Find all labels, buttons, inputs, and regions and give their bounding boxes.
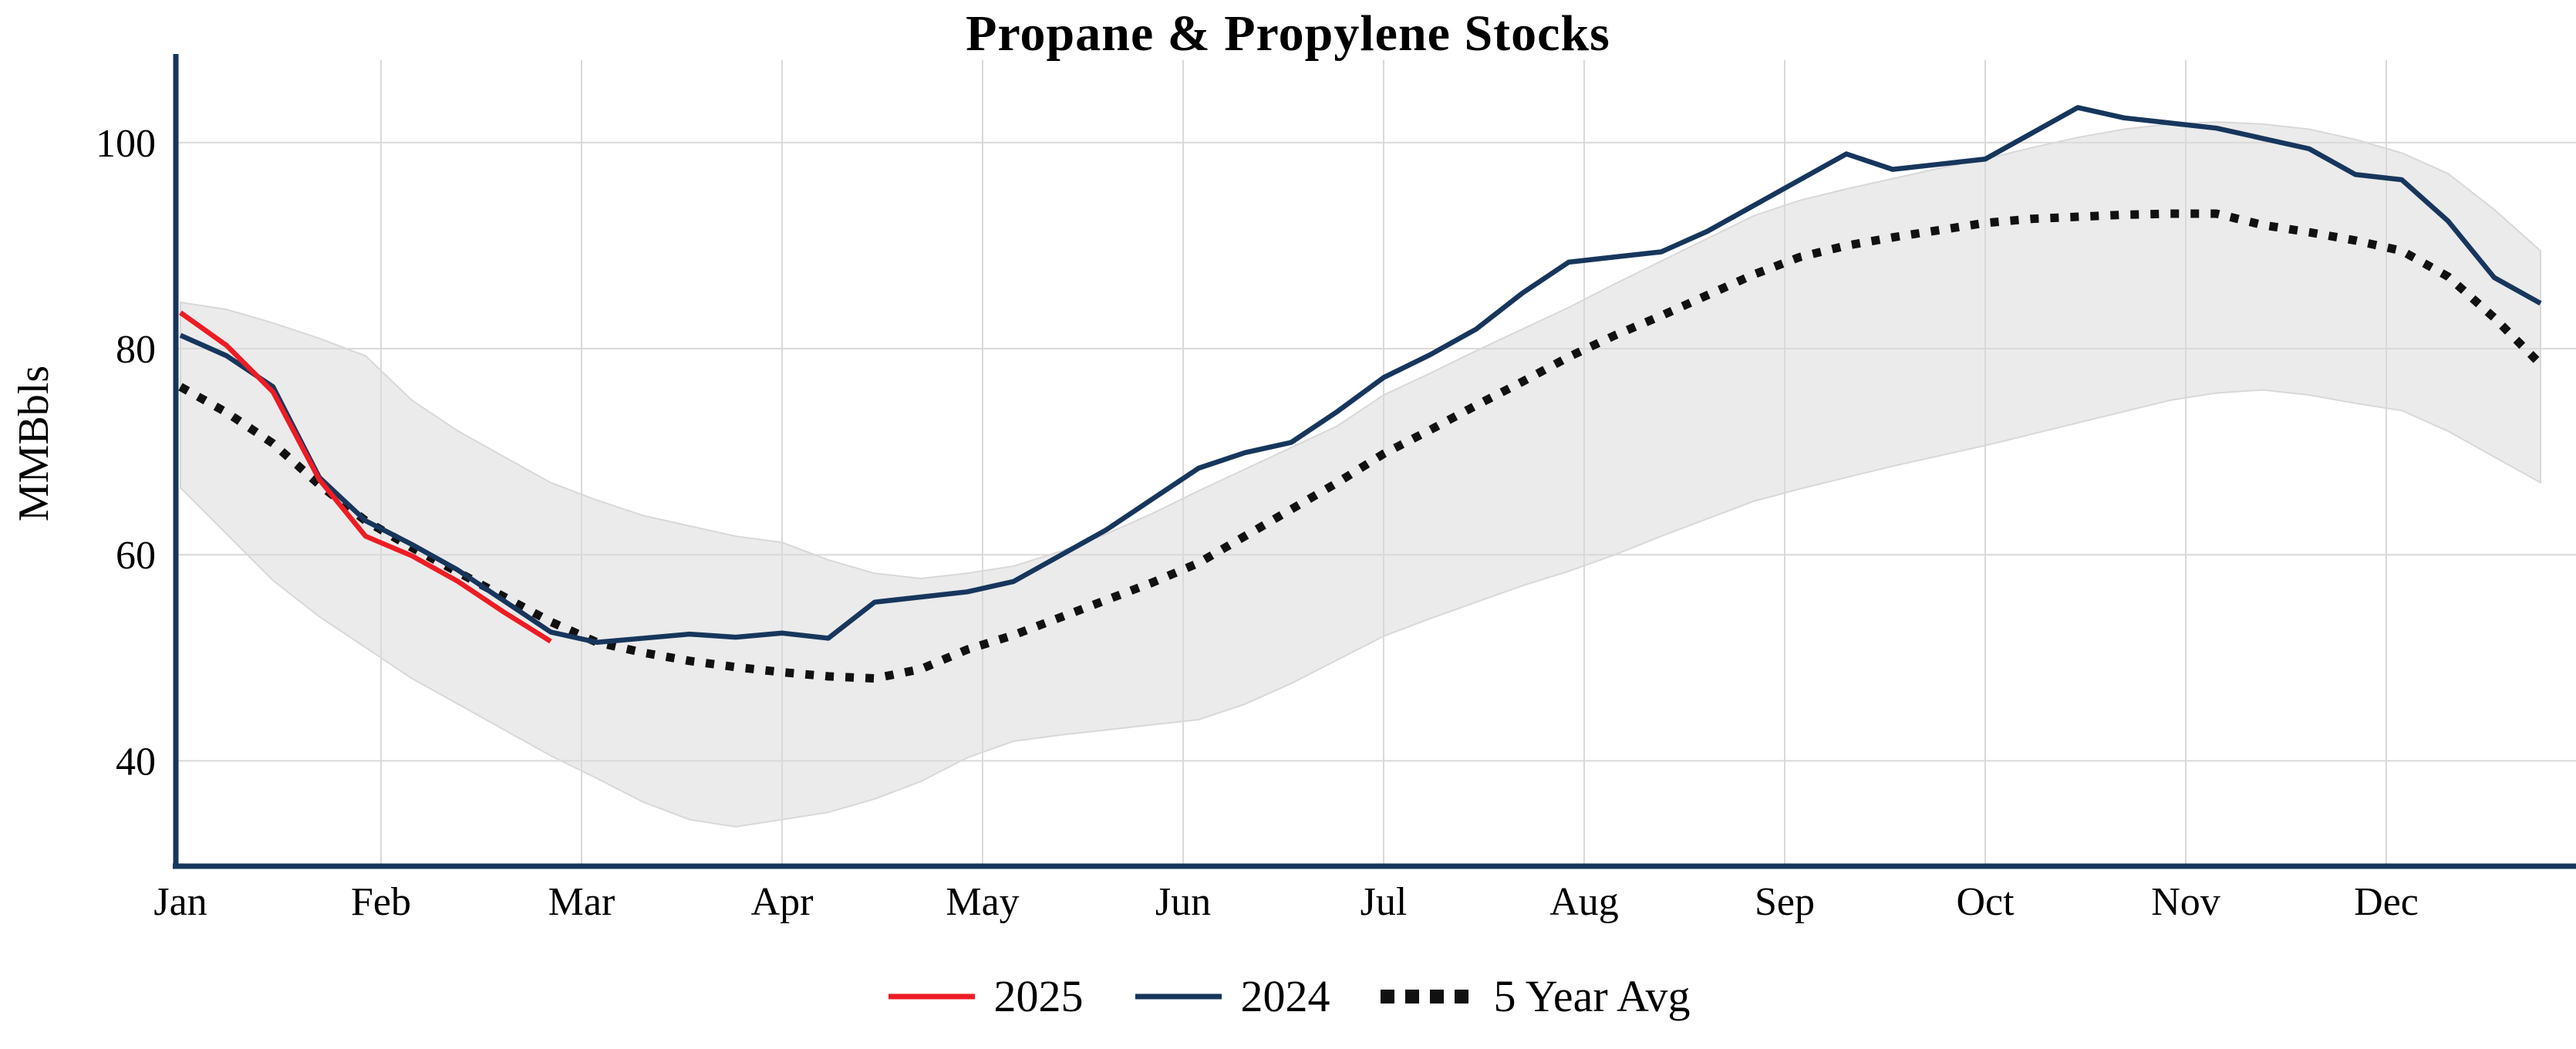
legend-label-2025: 2025 [993, 971, 1084, 1021]
series-line-2025 [179, 310, 552, 644]
x-tick-label: Jun [1155, 880, 1211, 924]
legend-swatch-2024 [1135, 993, 1222, 999]
x-tick-label: Jul [1360, 880, 1408, 924]
y-tick-label: 60 [116, 534, 156, 578]
legend-label-5-year-avg: 5 Year Avg [1493, 971, 1691, 1021]
y-tick-label: 80 [116, 328, 156, 372]
x-tick-label: Aug [1549, 880, 1619, 924]
x-tick-label: Oct [1956, 880, 2015, 924]
legend-item-2024: 2024 [1132, 970, 1330, 1022]
y-tick-label: 100 [96, 122, 156, 166]
x-tick-label: Apr [751, 880, 814, 924]
x-tick-label: May [946, 880, 1019, 924]
legend-label-2024: 2024 [1240, 971, 1330, 1021]
chart-title: Propane & Propylene Stocks [966, 5, 1610, 62]
legend-item-2025: 2025 [885, 970, 1083, 1022]
legend-swatch-2025 [888, 993, 976, 999]
x-tick-label: Jan [153, 880, 207, 924]
y-tick-label: 40 [116, 740, 156, 784]
x-tick-label: Mar [548, 880, 615, 924]
x-tick-label: Sep [1755, 880, 1815, 924]
x-tick-label: Feb [351, 880, 411, 924]
series-line-2024 [179, 105, 2542, 646]
legend-item-5-year-avg: 5 Year Avg [1379, 970, 1691, 1022]
legend: 2025 2024 5 Year Avg [0, 970, 2576, 1022]
x-tick-label: Nov [2151, 880, 2220, 924]
x-tick-label: Dec [2354, 880, 2419, 924]
legend-swatch-5-year-avg [1381, 989, 1477, 1003]
series-line-5-year-avg [178, 209, 2544, 683]
